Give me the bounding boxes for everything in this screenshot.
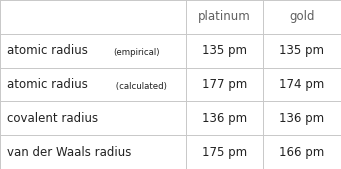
Text: platinum: platinum (198, 10, 251, 23)
Text: covalent radius: covalent radius (7, 112, 98, 125)
Text: 135 pm: 135 pm (202, 44, 247, 57)
Text: (empirical): (empirical) (113, 48, 159, 57)
Text: van der Waals radius: van der Waals radius (7, 146, 131, 159)
Text: atomic radius: atomic radius (7, 78, 88, 91)
Text: 177 pm: 177 pm (202, 78, 247, 91)
Text: 174 pm: 174 pm (279, 78, 324, 91)
Text: (calculated): (calculated) (113, 82, 167, 91)
Text: 136 pm: 136 pm (279, 112, 324, 125)
Text: 175 pm: 175 pm (202, 146, 247, 159)
Text: 135 pm: 135 pm (279, 44, 324, 57)
Text: atomic radius: atomic radius (7, 44, 88, 57)
Text: 166 pm: 166 pm (279, 146, 324, 159)
Text: gold: gold (289, 10, 314, 23)
Text: 136 pm: 136 pm (202, 112, 247, 125)
